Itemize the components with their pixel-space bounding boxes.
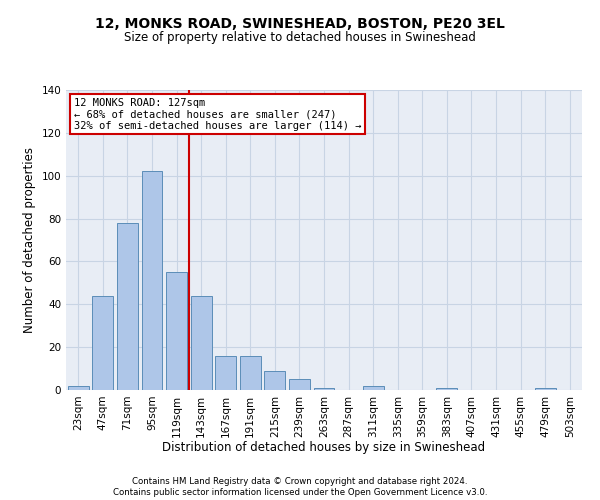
Bar (436, 388, 457, 390)
Bar (289, 380, 310, 390)
Text: Contains public sector information licensed under the Open Government Licence v3: Contains public sector information licen… (113, 488, 487, 497)
Text: Size of property relative to detached houses in Swineshead: Size of property relative to detached ho… (124, 31, 476, 44)
Bar (117, 223, 138, 390)
Text: 12, MONKS ROAD, SWINESHEAD, BOSTON, PE20 3EL: 12, MONKS ROAD, SWINESHEAD, BOSTON, PE20… (95, 18, 505, 32)
Bar (265, 370, 286, 390)
Bar (191, 296, 212, 390)
Bar (314, 388, 334, 390)
Y-axis label: Number of detached properties: Number of detached properties (23, 147, 36, 333)
Bar (68, 386, 89, 390)
Text: Contains HM Land Registry data © Crown copyright and database right 2024.: Contains HM Land Registry data © Crown c… (132, 476, 468, 486)
Bar (92, 296, 113, 390)
Text: Distribution of detached houses by size in Swineshead: Distribution of detached houses by size … (163, 441, 485, 454)
Text: 12 MONKS ROAD: 127sqm
← 68% of detached houses are smaller (247)
32% of semi-det: 12 MONKS ROAD: 127sqm ← 68% of detached … (74, 98, 361, 130)
Bar (535, 388, 556, 390)
Bar (215, 356, 236, 390)
Bar (166, 272, 187, 390)
Bar (362, 386, 383, 390)
Bar (240, 356, 261, 390)
Bar (142, 172, 163, 390)
